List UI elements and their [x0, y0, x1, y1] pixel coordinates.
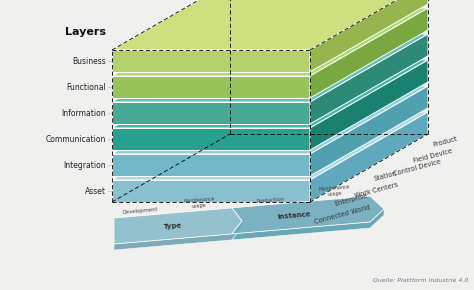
Text: Communication: Communication	[46, 135, 106, 144]
Text: Integration: Integration	[64, 160, 106, 169]
Text: Station: Station	[373, 170, 398, 182]
Polygon shape	[310, 34, 428, 124]
Text: Maintenance
usage: Maintenance usage	[183, 196, 215, 210]
Polygon shape	[112, 86, 428, 154]
Text: Work Centers: Work Centers	[353, 181, 398, 199]
Polygon shape	[310, 86, 428, 176]
Text: Type: Type	[164, 222, 182, 230]
Polygon shape	[112, 128, 310, 150]
Polygon shape	[232, 209, 384, 240]
Text: Business: Business	[72, 57, 106, 66]
Polygon shape	[310, 0, 428, 72]
Text: Field Device: Field Device	[412, 147, 453, 164]
Text: Development: Development	[122, 207, 158, 215]
Text: Enterprise: Enterprise	[334, 193, 368, 207]
Text: Maintenance
usage: Maintenance usage	[318, 185, 350, 198]
Text: Information: Information	[61, 108, 106, 117]
Polygon shape	[112, 180, 310, 202]
Polygon shape	[112, 50, 310, 72]
Polygon shape	[232, 196, 384, 234]
Text: Product: Product	[432, 136, 458, 148]
Text: Asset: Asset	[85, 186, 106, 195]
Polygon shape	[112, 112, 428, 180]
Polygon shape	[112, 8, 428, 76]
Polygon shape	[112, 34, 428, 102]
Polygon shape	[310, 8, 428, 98]
Text: Production: Production	[256, 196, 285, 204]
Polygon shape	[112, 154, 310, 176]
Text: Functional: Functional	[66, 82, 106, 92]
Polygon shape	[112, 76, 310, 98]
Text: Connected World: Connected World	[314, 204, 371, 224]
Polygon shape	[112, 60, 428, 128]
Text: Instance: Instance	[277, 211, 311, 220]
Text: Layers: Layers	[65, 27, 106, 37]
Polygon shape	[112, 102, 310, 124]
Text: Control Device: Control Device	[392, 159, 442, 177]
Polygon shape	[112, 0, 428, 50]
Polygon shape	[114, 221, 242, 250]
Text: Quelle: Plattform Industrie 4.0: Quelle: Plattform Industrie 4.0	[373, 277, 468, 282]
Polygon shape	[114, 208, 242, 244]
Polygon shape	[310, 112, 428, 202]
Polygon shape	[310, 60, 428, 150]
